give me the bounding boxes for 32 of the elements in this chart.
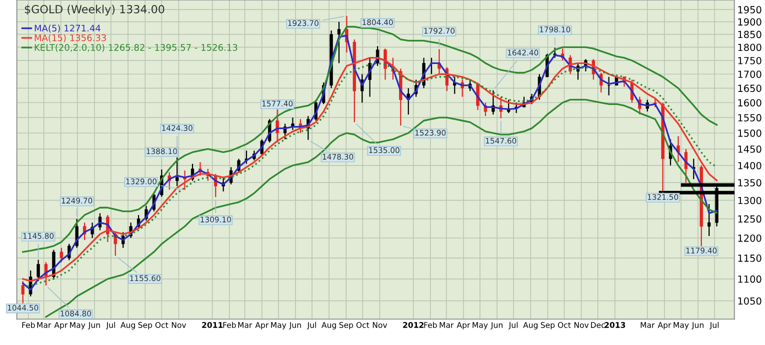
y-tick-label: 1600	[738, 99, 762, 106]
y-tick-label: 1400	[738, 162, 762, 170]
y-tick-label: 1900	[738, 18, 762, 26]
y-tick-label: 1650	[738, 84, 762, 92]
y-tick-label: 1800	[738, 44, 762, 52]
candlestick	[75, 218, 78, 248]
y-tick-label: 1050	[738, 297, 762, 305]
y-tick-label: 1750	[738, 56, 762, 64]
candlestick	[176, 156, 179, 187]
y-tick-label: 1150	[738, 254, 762, 262]
y-tick-label: 1850	[738, 30, 762, 38]
y-tick-label: 1700	[738, 70, 762, 78]
candlestick	[384, 48, 387, 80]
legend-label: MA(5) 1271.44	[34, 24, 100, 33]
y-tick-label: 1500	[738, 129, 762, 137]
legend-label: KELT(20,2.0,10) 1265.82 - 1395.57 - 1526.13	[34, 44, 238, 52]
y-tick-label: 1550	[738, 114, 762, 122]
y-tick-label: 1350	[738, 179, 762, 186]
candlestick	[337, 21, 341, 64]
candlestick	[60, 247, 64, 263]
candlestick	[707, 203, 711, 237]
candlestick	[36, 259, 40, 282]
y-tick-label: 1450	[738, 145, 762, 153]
line-series	[22, 26, 718, 253]
y-tick-label: 1950	[738, 6, 762, 14]
legend-label: MA(15) 1356.33	[34, 34, 106, 42]
candlestick	[684, 148, 688, 184]
y-tick-label: 1250	[738, 215, 762, 223]
y-tick-label: 1100	[738, 275, 762, 283]
chart-title: $GOLD (Weekly) 1334.00	[24, 4, 164, 16]
y-tick-label: 1300	[738, 196, 762, 204]
y-tick-label: 1200	[738, 234, 762, 242]
